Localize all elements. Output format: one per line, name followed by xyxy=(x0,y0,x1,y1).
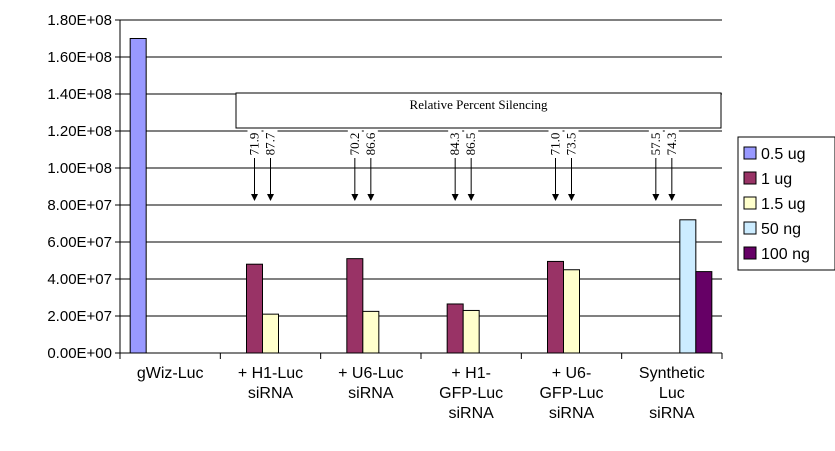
arrow-head xyxy=(568,194,575,201)
arrow-head xyxy=(668,194,676,201)
bar xyxy=(346,258,364,354)
category-label: Synthetic Luc siRNA xyxy=(639,365,705,422)
arrow-head xyxy=(267,194,274,201)
percent-label: 70.2 xyxy=(347,133,362,156)
percent-label-bg xyxy=(263,130,278,158)
bar xyxy=(679,219,697,354)
percent-label: 73.5 xyxy=(564,133,579,156)
arrow-head xyxy=(552,194,559,201)
percent-label: 71.0 xyxy=(548,133,563,156)
legend-swatch xyxy=(743,221,757,235)
annotation-title: Relative Percent Silencing xyxy=(410,97,548,112)
bar xyxy=(695,271,713,354)
bar xyxy=(262,313,279,354)
bar xyxy=(362,310,380,354)
legend-label: 0.5 ug xyxy=(761,146,805,163)
legend-swatch xyxy=(743,246,757,260)
y-tick-label: 8.00E+07 xyxy=(47,197,112,214)
legend-swatch xyxy=(743,196,757,210)
legend-swatch xyxy=(743,171,757,185)
y-tick-label: 1.60E+08 xyxy=(47,49,112,66)
arrow-head xyxy=(652,194,660,201)
percent-label-bg xyxy=(448,130,463,158)
category-label: + U6-Luc siRNA xyxy=(338,365,403,402)
legend-label: 1 ug xyxy=(761,171,792,188)
percent-label-bg xyxy=(464,130,479,158)
y-tick-label: 4.00E+07 xyxy=(47,271,112,288)
bar xyxy=(547,260,564,354)
y-tick-label: 1.40E+08 xyxy=(47,86,112,103)
bar xyxy=(462,309,480,354)
y-tick-label: 1.20E+08 xyxy=(47,123,112,140)
gridlines xyxy=(120,19,722,317)
percent-label: 84.3 xyxy=(447,133,462,156)
y-tick-label: 1.80E+08 xyxy=(47,12,112,29)
category-label: + H1-GFP-Luc siRNA xyxy=(439,365,503,422)
percent-label: 57.5 xyxy=(648,133,663,156)
bar xyxy=(563,269,580,354)
percent-label-bg xyxy=(247,130,262,158)
percent-label: 87.7 xyxy=(263,132,278,155)
percent-label-bg xyxy=(347,130,362,158)
bar xyxy=(446,303,464,354)
bars xyxy=(129,38,713,354)
legend-label: 50 ng xyxy=(761,221,801,238)
bar xyxy=(129,38,147,354)
y-tick-label: 6.00E+07 xyxy=(47,234,112,251)
arrow-head xyxy=(367,194,375,201)
axes xyxy=(115,19,723,359)
arrow-head xyxy=(251,194,258,201)
percent-label-bg xyxy=(363,130,378,158)
arrow-head xyxy=(467,194,475,201)
legend-label: 100 ng xyxy=(761,246,810,263)
bar xyxy=(246,263,263,354)
category-label: gWiz-Luc xyxy=(137,365,204,382)
category-label: + U6-GFP-Luc siRNA xyxy=(539,365,603,422)
y-tick-label: 0.00E+00 xyxy=(47,345,112,362)
percent-label: 86.6 xyxy=(363,132,378,155)
percent-label-bg xyxy=(664,130,679,158)
legend-swatch xyxy=(743,146,757,160)
y-tick-label: 2.00E+07 xyxy=(47,308,112,325)
arrow-head xyxy=(451,194,459,201)
arrow-head xyxy=(351,194,359,201)
category-label: + H1-Luc siRNA xyxy=(238,365,303,402)
percent-label-bg xyxy=(564,130,579,158)
percent-label: 71.9 xyxy=(247,133,262,156)
legend: 0.5 ug 1 ug 1.5 ug 50 ng 100 ng xyxy=(737,136,835,271)
x-category-labels: gWiz-Luc + H1-Luc siRNA + U6-Luc siRNA + H1-G… xyxy=(137,365,705,422)
percent-label: 74.3 xyxy=(664,133,679,156)
y-tick-label: 1.00E+08 xyxy=(47,160,112,177)
y-tick-labels: 0.00E+00 2.00E+07 4.00E+07 6.00E+07 8.00E+07… xyxy=(47,12,112,362)
percent-label: 86.5 xyxy=(463,133,478,156)
percent-label-bg xyxy=(648,130,663,158)
annotation-box xyxy=(235,92,722,129)
legend-label: 1.5 ug xyxy=(761,196,805,213)
percent-label-bg xyxy=(548,130,563,158)
